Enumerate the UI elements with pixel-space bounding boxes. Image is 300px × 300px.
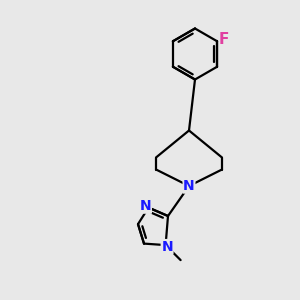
Text: N: N	[183, 179, 195, 193]
Text: N: N	[140, 199, 151, 213]
Text: F: F	[218, 32, 229, 47]
Text: N: N	[161, 240, 173, 254]
